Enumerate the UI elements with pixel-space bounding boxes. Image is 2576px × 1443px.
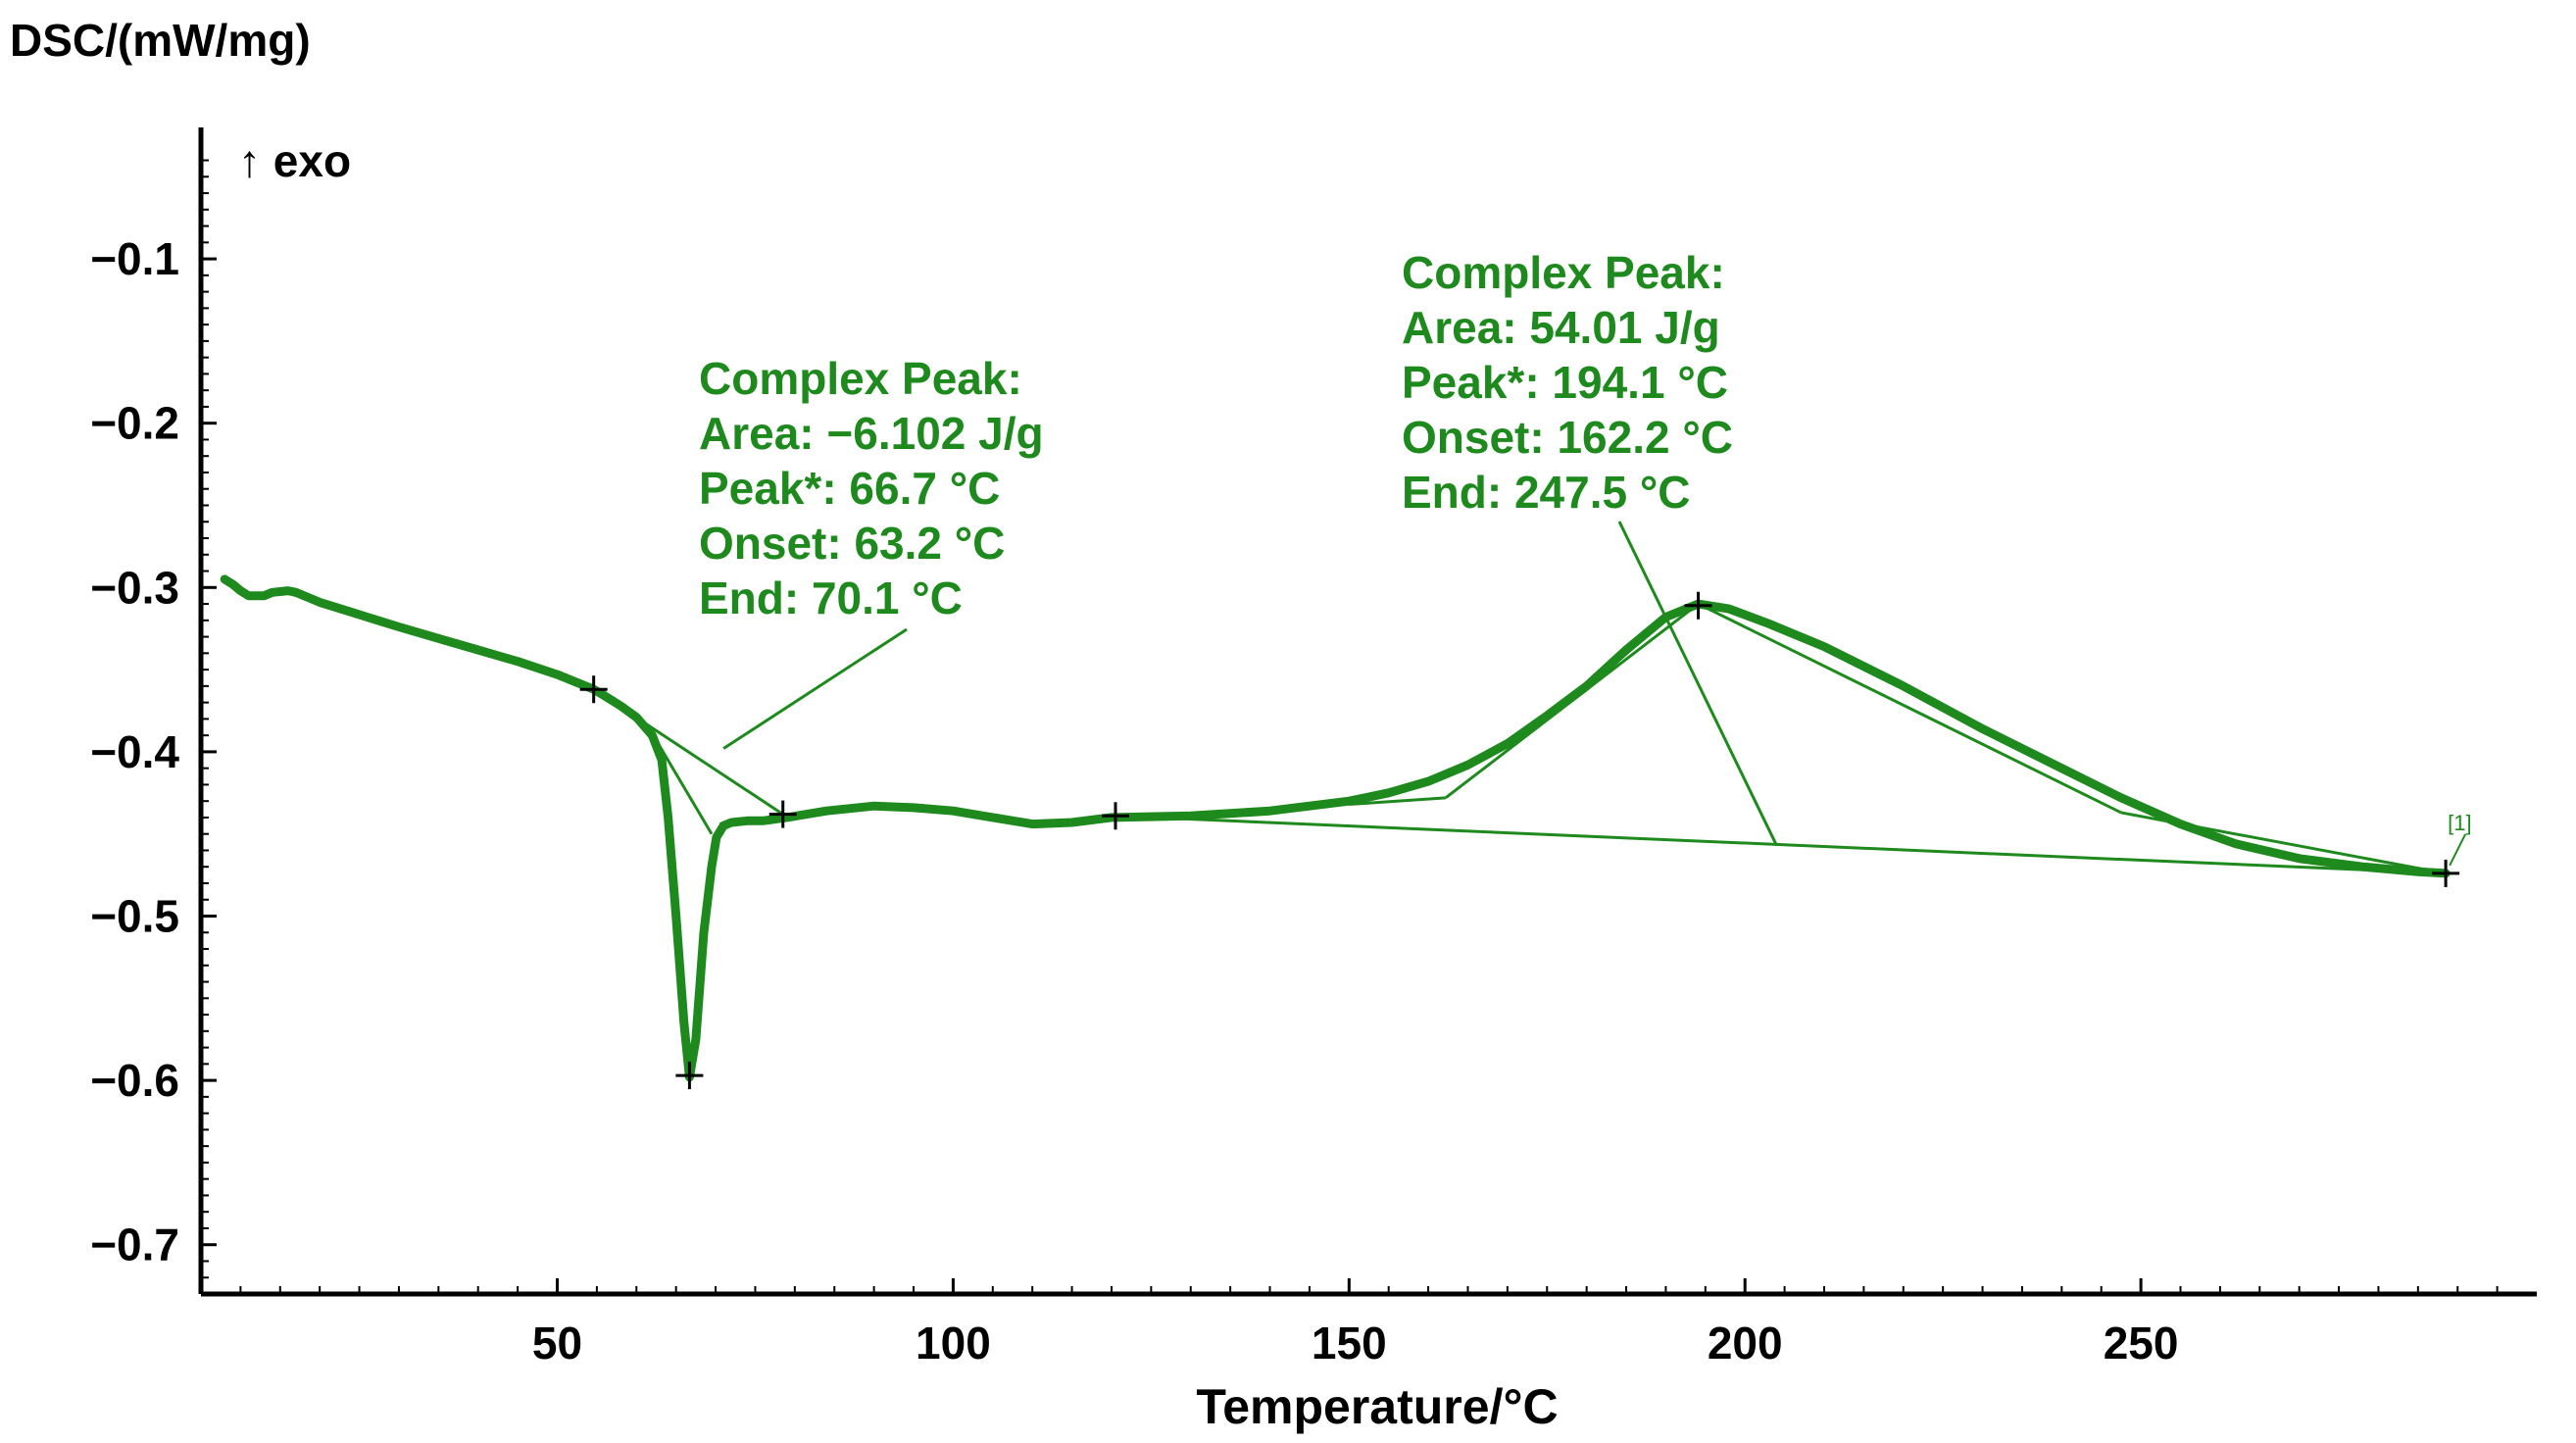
annotation-line: End: 247.5 °C — [1402, 467, 1691, 518]
curve-group — [220, 574, 2451, 1082]
x-axis-title: Temperature/°C — [1196, 1379, 1558, 1434]
series-id-label: [1] — [2448, 811, 2471, 835]
y-tick-label: −0.3 — [90, 562, 179, 613]
baseline-segment — [1349, 796, 1446, 807]
point-marker — [768, 800, 797, 828]
series-id-leader — [2449, 833, 2466, 867]
annotation-line: Peak*: 194.1 °C — [1402, 357, 1728, 408]
annotation-line: Peak*: 66.7 °C — [699, 463, 1000, 514]
annotation-title: Complex Peak: — [699, 353, 1022, 404]
y-tick-label: −0.1 — [90, 233, 179, 284]
x-tick-label: 150 — [1312, 1318, 1387, 1368]
x-tick-label: 100 — [916, 1318, 991, 1368]
exo-direction-label: ↑ exo — [238, 135, 351, 186]
annotation-line: End: 70.1 °C — [699, 572, 963, 623]
point-marker — [1684, 591, 1712, 620]
baseline-segment — [1115, 814, 2447, 875]
annotation-line: Area: −6.102 J/g — [699, 408, 1044, 459]
y-axis-title: DSC/(mW/mg) — [10, 15, 311, 66]
annotation-line: Onset: 63.2 °C — [699, 518, 1005, 569]
markers: [1] — [579, 591, 2472, 1090]
annotation-leader — [1617, 521, 1778, 847]
y-tick-label: −0.6 — [90, 1055, 179, 1106]
dsc-curve-line — [220, 574, 2451, 1082]
point-marker — [1102, 802, 1130, 830]
annotation-line: Area: 54.01 J/g — [1402, 302, 1720, 353]
y-tick-label: −0.2 — [90, 398, 179, 449]
point-marker — [2432, 859, 2460, 887]
annotation-title: Complex Peak: — [1402, 247, 1725, 298]
axes — [198, 127, 2537, 1297]
baseline-segment — [1697, 602, 2122, 815]
x-tick-label: 250 — [2104, 1318, 2179, 1368]
y-tick-label: −0.7 — [90, 1219, 179, 1270]
ticks: −0.1 −0.2 −0.3 −0.4 −0.5 −0.6 −0.7 50 100 150 200 2… — [90, 159, 2499, 1368]
y-tick-label: −0.4 — [90, 726, 179, 777]
point-marker — [675, 1062, 704, 1090]
annotation-leader — [722, 627, 908, 750]
annotation-line: Onset: 162.2 °C — [1402, 412, 1733, 463]
baseline-segment — [655, 739, 714, 835]
x-tick-label: 200 — [1708, 1318, 1783, 1368]
point-marker — [579, 675, 608, 704]
y-tick-label: −0.5 — [90, 891, 179, 942]
x-tick-label: 50 — [532, 1318, 582, 1368]
